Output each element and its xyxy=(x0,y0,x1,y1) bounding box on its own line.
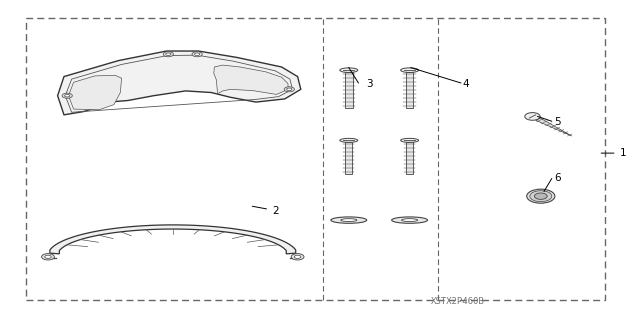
Polygon shape xyxy=(50,225,296,254)
Circle shape xyxy=(525,113,540,120)
Bar xyxy=(26,18,605,300)
Circle shape xyxy=(42,254,54,260)
Circle shape xyxy=(294,255,301,258)
Text: 2: 2 xyxy=(252,205,278,216)
Ellipse shape xyxy=(340,219,357,221)
Ellipse shape xyxy=(340,138,358,142)
Ellipse shape xyxy=(401,138,419,142)
Polygon shape xyxy=(58,51,301,115)
Circle shape xyxy=(195,53,200,56)
Circle shape xyxy=(192,52,202,57)
Ellipse shape xyxy=(401,68,419,72)
Bar xyxy=(406,72,413,108)
Polygon shape xyxy=(536,118,572,136)
Ellipse shape xyxy=(392,217,428,223)
Circle shape xyxy=(166,53,171,56)
Ellipse shape xyxy=(340,68,358,72)
Text: 6: 6 xyxy=(554,173,561,183)
Circle shape xyxy=(163,52,173,57)
Text: 1: 1 xyxy=(601,148,626,158)
Ellipse shape xyxy=(331,217,367,223)
Bar xyxy=(406,142,413,174)
Bar xyxy=(346,142,353,174)
Polygon shape xyxy=(214,65,288,94)
Circle shape xyxy=(534,193,547,199)
Circle shape xyxy=(291,254,304,260)
Circle shape xyxy=(45,255,51,258)
Circle shape xyxy=(287,88,292,91)
Circle shape xyxy=(527,189,555,203)
Circle shape xyxy=(530,191,552,202)
Text: 4: 4 xyxy=(463,79,469,89)
Text: 5: 5 xyxy=(554,117,561,127)
Circle shape xyxy=(284,87,294,92)
Text: 3: 3 xyxy=(366,79,372,89)
Circle shape xyxy=(62,93,72,98)
Ellipse shape xyxy=(401,219,418,221)
Polygon shape xyxy=(68,75,122,110)
Bar xyxy=(345,72,353,108)
Circle shape xyxy=(65,94,70,97)
Text: XSTX2P460B: XSTX2P460B xyxy=(431,297,484,306)
